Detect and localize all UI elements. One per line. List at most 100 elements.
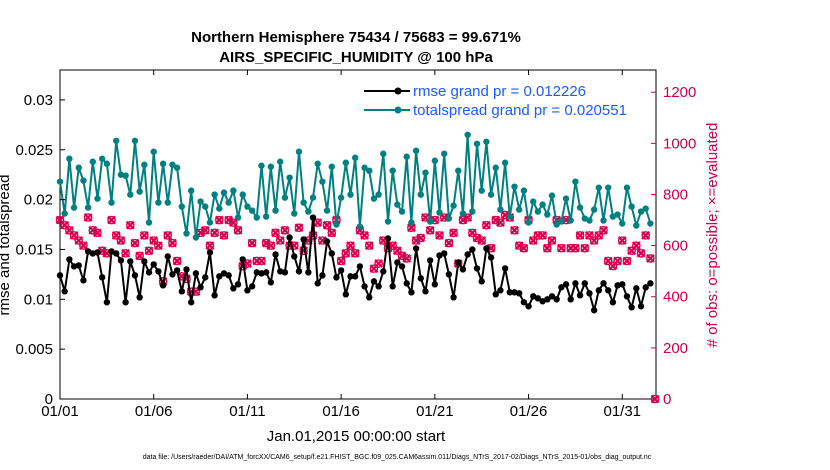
totalspread-point: [145, 219, 153, 226]
rmse-point: [506, 289, 514, 296]
totalspread-point: [445, 215, 453, 222]
obs-evaluated-point: [163, 231, 173, 240]
totalspread-point: [61, 210, 68, 217]
obs-evaluated-point: [327, 228, 337, 238]
totalspread-point: [192, 234, 200, 241]
obs-possible-point: [613, 256, 622, 266]
obs-possible-point: [482, 220, 491, 230]
obs-evaluated-point: [599, 225, 608, 235]
obs-evaluated-point: [275, 236, 285, 245]
obs-evaluated-point: [622, 256, 632, 266]
obs-possible-point: [425, 225, 435, 235]
obs-possible-point: [468, 228, 477, 238]
rmse-point: [342, 291, 350, 298]
obs-possible-point: [632, 241, 641, 250]
obs-evaluated-point: [407, 223, 416, 233]
obs-evaluated-point: [617, 236, 627, 245]
rmse-point: [455, 259, 462, 266]
rmse-point: [483, 245, 490, 252]
totalspread-point: [70, 204, 78, 211]
rmse-point: [295, 268, 303, 275]
x-axis-label: Jan.01,2015 00:00:00 start: [267, 428, 446, 445]
totalspread-point: [234, 214, 242, 221]
rmse-point: [633, 285, 640, 292]
rmse-point: [370, 278, 378, 285]
totalspread-point: [544, 211, 551, 218]
legend-totalspread-label: totalspread grand pr = 0.020551: [413, 102, 627, 119]
totalspread-point: [605, 184, 612, 191]
y-right-tick-label: 600: [663, 238, 688, 255]
totalspread-point: [277, 158, 284, 165]
obs-possible-point: [233, 225, 243, 235]
rmse-point: [642, 284, 649, 291]
obs-evaluated-point: [346, 241, 355, 250]
rmse-point: [412, 245, 420, 252]
obs-evaluated-point: [580, 243, 590, 253]
rmse-point: [422, 288, 429, 295]
rmse-point: [150, 261, 157, 268]
totalspread-point: [164, 199, 171, 206]
totalspread-point: [272, 207, 279, 214]
obs-evaluated-point: [425, 225, 435, 235]
y-right-tick-label: 1200: [663, 84, 696, 101]
rmse-point: [548, 293, 556, 300]
obs-possible-point: [55, 215, 65, 225]
totalspread-point: [291, 210, 298, 217]
totalspread-point: [309, 194, 317, 201]
totalspread-point: [473, 140, 481, 147]
obs-possible-point: [641, 231, 650, 240]
rmse-point: [525, 303, 532, 310]
totalspread-point: [586, 217, 593, 224]
obs-possible-point: [542, 243, 552, 253]
obs-evaluated-point: [519, 243, 529, 253]
y-right-tick-label: 400: [663, 289, 688, 306]
totalspread-point: [441, 150, 448, 157]
rmse-point: [136, 294, 143, 301]
obs-evaluated-point: [411, 236, 421, 245]
totalspread-point: [337, 194, 345, 201]
rmse-point: [75, 262, 82, 269]
obs-possible-point: [294, 223, 304, 233]
x-tick-label: 01/11: [229, 403, 265, 420]
obs-evaluated-point: [93, 228, 102, 238]
totalspread-point: [267, 163, 275, 170]
ticks-layer: 01/01 01/06 01/11 01/16 01/21 01/26 01/31 0 0.00…: [15, 70, 696, 420]
rmse-point: [183, 266, 190, 273]
obs-evaluated-point: [631, 241, 641, 250]
totalspread-point: [436, 209, 443, 216]
obs-evaluated-point: [571, 243, 580, 253]
totalspread-point: [548, 192, 556, 199]
obs-evaluated-point: [144, 246, 154, 256]
totalspread-point: [492, 164, 499, 171]
obs-evaluated-point: [135, 251, 145, 261]
rmse-point: [80, 277, 87, 284]
rmse-point: [206, 249, 214, 256]
obs-evaluated-point: [219, 231, 229, 240]
y-left-axis-label: rmse and totalspread: [0, 175, 13, 316]
rmse-point: [244, 287, 251, 294]
obs-possible-point: [617, 236, 627, 245]
totalspread-point: [141, 161, 148, 168]
obs-evaluated-point: [83, 213, 93, 222]
obs-evaluated-point: [575, 231, 585, 240]
obs-possible-point: [599, 225, 608, 235]
rmse-point: [605, 287, 612, 294]
totalspread-point: [408, 219, 415, 226]
obs-possible-point: [327, 228, 337, 238]
obs-evaluated-point: [266, 241, 276, 250]
obs-possible-point: [585, 231, 594, 240]
totalspread-point: [497, 206, 504, 213]
obs-evaluated-point: [88, 225, 98, 235]
y-right-tick-label: 800: [663, 186, 688, 203]
obs-possible-point: [589, 236, 599, 245]
obs-possible-point: [149, 236, 159, 245]
obs-evaluated-point: [130, 238, 140, 248]
totalspread-point: [647, 220, 654, 227]
totalspread-point: [248, 207, 256, 214]
obs-evaluated-point: [261, 238, 271, 248]
totalspread-point: [469, 208, 476, 215]
rmse-point: [337, 267, 345, 274]
obs-possible-point: [369, 264, 379, 273]
obs-possible-point: [299, 246, 308, 256]
totalspread-point: [122, 172, 129, 179]
